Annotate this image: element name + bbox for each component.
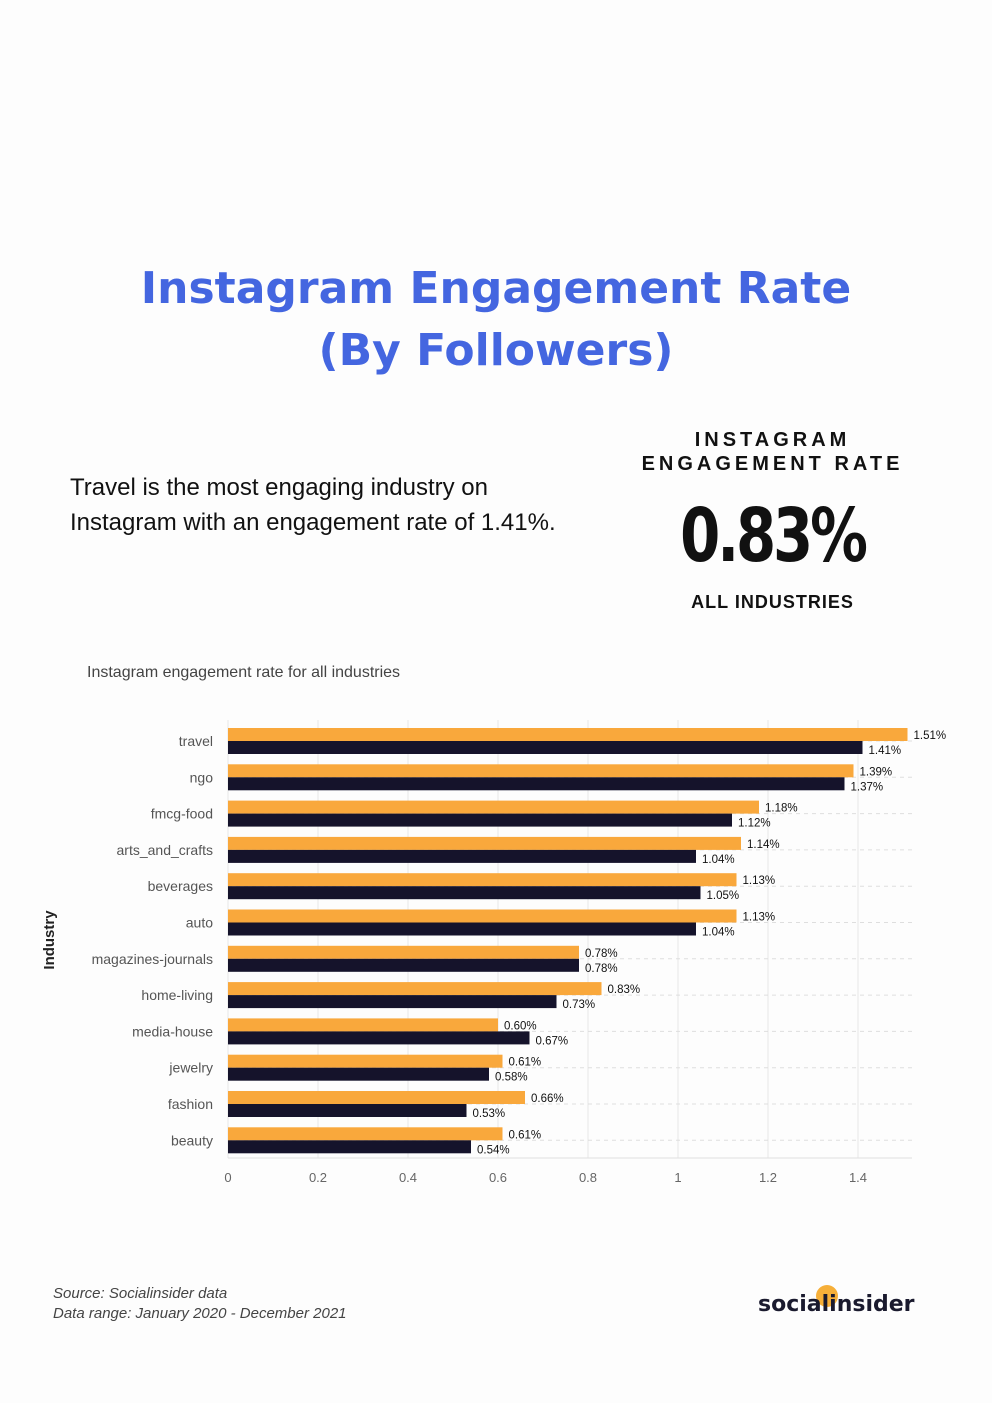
data-label: 0.73% [563,999,596,1011]
bar-navy [228,813,732,827]
bar-navy [228,1140,471,1154]
socialinsider-logo: socialinsider [758,1285,915,1317]
bar-navy [228,1031,530,1045]
x-tick-label: 1 [674,1170,681,1185]
data-label: 1.13% [743,875,776,887]
bar-navy [228,922,696,936]
category-label: arts_and_crafts [117,842,214,858]
stat-sub-label: ALL INDUSTRIES [691,592,854,612]
data-label: 0.67% [536,1035,569,1047]
data-label: 1.51% [914,730,947,742]
bar-orange [228,1054,503,1068]
data-label: 0.78% [585,963,618,975]
data-range-line: Data range: January 2020 - December 2021 [53,1305,347,1322]
bar-orange [228,1018,498,1032]
data-label: 1.04% [702,927,735,939]
x-tick-label: 0.6 [489,1170,507,1185]
chart-title: Instagram engagement rate for all indust… [87,664,400,681]
bar-navy [228,1104,467,1117]
bar-navy [228,886,701,900]
category-label: fmcg-food [151,806,213,822]
bar-navy [228,849,696,863]
data-label: 1.18% [765,803,798,815]
headline: Travel is the most engaging industry on … [70,470,630,540]
data-label: 0.53% [473,1108,506,1120]
bar-orange [228,1127,503,1141]
logo-text: socialinsider [758,1292,915,1317]
category-label: magazines-journals [92,951,213,967]
category-label: jewelry [168,1060,213,1076]
bar-navy [228,995,557,1009]
category-label: auto [186,915,213,931]
page-title: Instagram Engagement Rate (By Followers) [0,258,992,382]
bar-orange [228,836,741,850]
data-label: 0.83% [608,984,641,996]
data-label: 1.41% [869,745,902,757]
title-line-2: (By Followers) [318,325,674,376]
category-label: ngo [190,769,214,785]
source-line: Source: Socialinsider data [53,1285,228,1302]
bar-navy [228,958,579,972]
x-tick-label: 0.8 [579,1170,597,1185]
engagement-bar-chart: Instagram engagement rate for all indust… [41,664,947,1185]
data-label: 0.54% [477,1144,510,1156]
data-label: 0.61% [509,1057,542,1069]
source-note: Source: Socialinsider data Data range: J… [53,1284,347,1324]
stat-value: 0.83% [680,493,868,579]
stat-label: INSTAGRAM ENGAGEMENT RATE [640,428,905,476]
headline-line-1: Travel is the most engaging industry on [70,474,488,501]
data-label: 0.78% [585,948,618,960]
bar-navy [228,741,863,754]
x-tick-label: 1.4 [849,1170,867,1185]
category-label: travel [179,733,213,749]
data-label: 1.39% [860,766,893,778]
headline-line-2: Instagram with an engagement rate of 1.4… [70,509,556,536]
title-line-1: Instagram Engagement Rate [140,263,852,314]
x-tick-label: 0 [224,1170,231,1185]
bar-orange [228,909,737,923]
bar-navy [228,1067,489,1081]
y-axis-label: Industry [41,910,58,970]
category-label: beverages [148,878,213,894]
data-label: 0.60% [504,1020,537,1032]
bar-orange [228,800,759,814]
bar-orange [228,873,737,887]
data-label: 0.61% [509,1129,542,1141]
data-label: 0.58% [495,1072,528,1084]
x-tick-label: 0.2 [309,1170,327,1185]
data-label: 1.04% [702,854,735,866]
bar-orange [228,764,854,778]
bar-orange [228,945,579,959]
data-label: 1.12% [738,818,771,830]
data-label: 0.66% [531,1093,564,1105]
data-label: 1.05% [707,890,740,902]
stat-card: INSTAGRAM ENGAGEMENT RATE 0.83% ALL INDU… [640,428,905,613]
category-label: media-house [132,1023,213,1039]
category-label: beauty [171,1132,213,1148]
x-tick-label: 1.2 [759,1170,777,1185]
logo-dot-icon [816,1285,838,1307]
stat-label-line-1: INSTAGRAM [694,429,851,451]
bar-orange [228,1091,525,1104]
data-label: 1.14% [747,839,780,851]
category-label: home-living [141,987,213,1003]
bar-orange [228,728,908,741]
x-tick-label: 0.4 [399,1170,417,1185]
data-label: 1.13% [743,912,776,924]
category-label: fashion [168,1096,213,1112]
bar-navy [228,777,845,791]
bar-orange [228,982,602,996]
data-label: 1.37% [851,781,884,793]
stat-label-line-2: ENGAGEMENT RATE [641,453,904,475]
